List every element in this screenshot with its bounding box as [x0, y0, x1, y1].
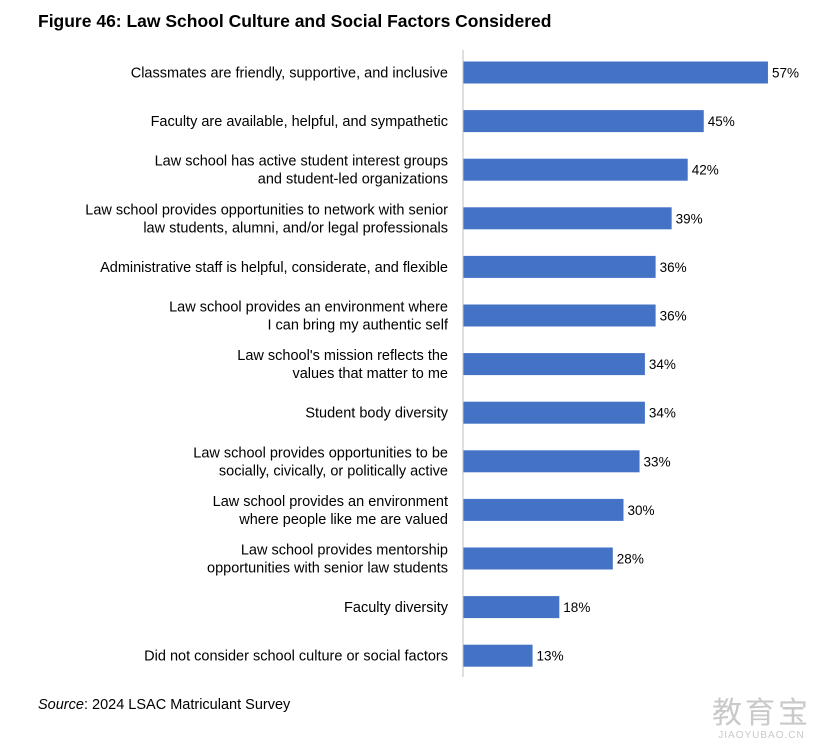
category-label: Law school provides mentorship opportunit…	[207, 543, 448, 577]
bar	[463, 158, 688, 181]
category-label-line: Did not consider school culture or socia…	[144, 649, 448, 665]
category-label-line: Law school provides opportunities to be	[193, 445, 448, 461]
data-label: 57%	[772, 66, 799, 81]
bar	[463, 401, 645, 424]
data-label: 34%	[649, 406, 676, 421]
category-label-line: Law school provides opportunities to net…	[85, 202, 448, 218]
data-label: 45%	[708, 114, 735, 129]
bar	[463, 304, 656, 327]
category-label-line: Law school has active student interest g…	[155, 154, 448, 170]
watermark-url: JIAOYUBAO.CN	[718, 730, 805, 741]
data-label: 18%	[563, 600, 590, 615]
category-label-line: opportunities with senior law students	[207, 561, 448, 577]
category-label: Faculty are available, helpful, and symp…	[151, 114, 448, 130]
data-label: 36%	[660, 260, 687, 275]
data-label: 34%	[649, 357, 676, 372]
category-label: Faculty diversity	[344, 600, 449, 616]
category-label-line: where people like me are valued	[238, 512, 448, 528]
data-label: 36%	[660, 309, 687, 324]
source-label: Source	[38, 697, 84, 713]
category-label-line: Law school provides mentorship	[241, 543, 448, 559]
category-label: Student body diversity	[305, 406, 448, 422]
data-label: 33%	[644, 454, 671, 469]
category-label-line: and student-led organizations	[258, 172, 448, 188]
watermark-text: 教育宝	[712, 697, 811, 730]
category-label: Law school provides an environment where…	[169, 300, 449, 334]
bar	[463, 207, 672, 230]
category-label: Did not consider school culture or socia…	[144, 649, 448, 665]
category-label: Law school's mission reflects the values …	[237, 348, 448, 382]
bar	[463, 498, 624, 521]
bar	[463, 644, 533, 667]
bar	[463, 353, 645, 376]
bar	[463, 110, 704, 133]
source-text: : 2024 LSAC Matriculant Survey	[83, 697, 291, 713]
data-label: 13%	[537, 649, 564, 664]
data-label: 28%	[617, 552, 644, 567]
data-label: 39%	[676, 211, 703, 226]
chart-title: Figure 46: Law School Culture and Social…	[38, 11, 552, 31]
category-label-line: Faculty diversity	[344, 600, 449, 616]
category-label-line: Student body diversity	[305, 406, 448, 422]
category-label-line: law students, alumni, and/or legal profe…	[143, 220, 448, 236]
category-label-line: Faculty are available, helpful, and symp…	[151, 114, 448, 130]
category-label-line: socially, civically, or politically acti…	[219, 463, 448, 479]
category-label: Law school provides an environment where …	[213, 494, 448, 528]
bar	[463, 596, 560, 619]
category-label: Law school provides opportunities to net…	[85, 202, 448, 236]
bar	[463, 450, 640, 473]
category-label-line: Classmates are friendly, supportive, and…	[131, 66, 448, 82]
category-label-line: Law school's mission reflects the	[237, 348, 448, 364]
category-label-line: Law school provides an environment	[213, 494, 448, 510]
category-label-line: Law school provides an environment where	[169, 300, 448, 316]
bar	[463, 255, 656, 278]
category-label: Law school has active student interest g…	[155, 154, 448, 188]
category-label: Law school provides opportunities to be s…	[193, 445, 448, 479]
watermark-logo: 教育宝 JIAOYUBAO.CN	[712, 697, 811, 742]
bars-layer: 57% Classmates are friendly, supportive, …	[85, 61, 799, 667]
source-note: Source: 2024 LSAC Matriculant Survey	[38, 697, 290, 713]
bar	[463, 61, 768, 84]
category-label: Classmates are friendly, supportive, and…	[131, 66, 448, 82]
category-label-line: I can bring my authentic self	[267, 318, 449, 334]
category-label: Administrative staff is helpful, conside…	[100, 260, 448, 276]
bar	[463, 547, 613, 570]
data-label: 30%	[628, 503, 655, 518]
category-label-line: Administrative staff is helpful, conside…	[100, 260, 448, 276]
category-label-line: values that matter to me	[292, 366, 448, 382]
data-label: 42%	[692, 163, 719, 178]
